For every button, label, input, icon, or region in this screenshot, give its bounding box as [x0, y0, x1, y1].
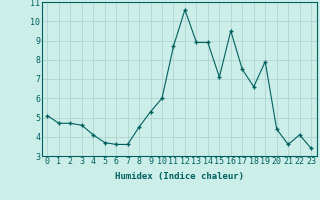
X-axis label: Humidex (Indice chaleur): Humidex (Indice chaleur) [115, 172, 244, 181]
